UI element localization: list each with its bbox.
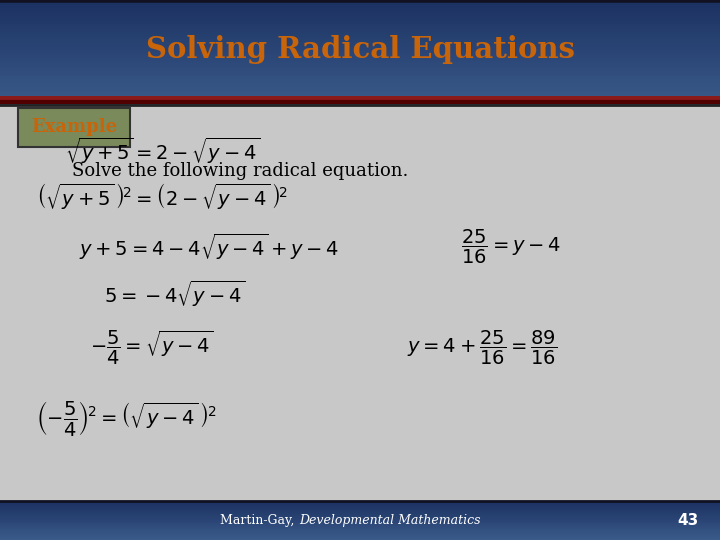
Bar	[0, 97, 720, 100]
Bar	[0, 534, 720, 535]
Bar	[0, 518, 720, 519]
Bar	[0, 513, 720, 515]
Bar	[0, 537, 720, 539]
Bar	[0, 511, 720, 513]
Bar	[0, 529, 720, 530]
Text: $\left(-\dfrac{5}{4}\right)^{\!2} = \left(\sqrt{y-4}\,\right)^{\!2}$: $\left(-\dfrac{5}{4}\right)^{\!2} = \lef…	[36, 399, 216, 438]
Bar	[0, 86, 720, 90]
Text: 43: 43	[677, 513, 698, 528]
Bar	[0, 15, 720, 18]
Bar	[0, 508, 720, 510]
Bar	[0, 501, 720, 502]
Bar	[0, 528, 720, 529]
Bar	[0, 39, 720, 42]
Bar	[0, 18, 720, 21]
Bar	[0, 5, 720, 8]
Bar	[0, 509, 720, 511]
Bar	[0, 60, 720, 63]
Bar	[0, 507, 720, 508]
Text: $y + 5 = 4 - 4\sqrt{y-4} + y - 4$: $y + 5 = 4 - 4\sqrt{y-4} + y - 4$	[79, 232, 339, 262]
Bar	[0, 2, 720, 5]
FancyBboxPatch shape	[18, 108, 130, 147]
Bar	[0, 44, 720, 48]
Bar	[0, 65, 720, 69]
Bar	[0, 516, 720, 518]
Bar	[0, 527, 720, 528]
Text: $\dfrac{25}{16} = y - 4$: $\dfrac{25}{16} = y - 4$	[461, 228, 561, 266]
Bar	[0, 92, 720, 95]
Bar	[0, 33, 720, 37]
Bar	[0, 538, 720, 540]
Bar	[0, 47, 720, 50]
Bar	[0, 84, 720, 87]
Bar	[0, 531, 720, 532]
Bar	[0, 102, 720, 105]
Bar	[0, 68, 720, 71]
Bar	[0, 523, 720, 524]
Bar	[0, 55, 720, 58]
Bar	[0, 521, 720, 523]
Bar	[0, 71, 720, 74]
Bar	[0, 12, 720, 16]
Bar	[0, 57, 720, 60]
Bar	[0, 517, 720, 518]
Bar	[0, 31, 720, 34]
Bar	[0, 50, 720, 53]
Bar	[0, 522, 720, 523]
Text: $y = 4 + \dfrac{25}{16} = \dfrac{89}{16}$: $y = 4 + \dfrac{25}{16} = \dfrac{89}{16}…	[407, 329, 557, 367]
Text: $5 = -4\sqrt{y-4}$: $5 = -4\sqrt{y-4}$	[104, 279, 246, 309]
Bar	[0, 63, 720, 66]
Bar	[0, 94, 720, 97]
Bar	[0, 505, 720, 507]
Bar	[0, 524, 720, 525]
Text: Example: Example	[31, 118, 117, 137]
Bar	[0, 29, 720, 31]
Bar	[0, 520, 720, 522]
Bar	[0, 10, 720, 13]
Bar	[0, 514, 720, 516]
Bar	[0, 76, 720, 79]
Text: Solving Radical Equations: Solving Radical Equations	[145, 35, 575, 64]
Bar	[0, 81, 720, 84]
Bar	[0, 532, 720, 533]
Bar	[0, 512, 720, 514]
Bar	[0, 503, 720, 505]
Text: Martin-Gay,: Martin-Gay,	[220, 514, 299, 527]
Bar	[0, 99, 720, 103]
Bar	[0, 525, 720, 526]
Bar	[0, 503, 720, 504]
Bar	[0, 8, 720, 11]
Bar	[0, 515, 720, 517]
Text: $\left(\sqrt{y+5}\,\right)^{\!2} = \left(2 - \sqrt{y-4}\,\right)^{\!2}$: $\left(\sqrt{y+5}\,\right)^{\!2} = \left…	[36, 182, 288, 212]
Bar	[0, 526, 720, 528]
Bar	[0, 36, 720, 39]
Bar	[0, 504, 720, 506]
Bar	[0, 26, 720, 29]
Bar	[0, 73, 720, 76]
Text: $-\dfrac{5}{4} = \sqrt{y-4}$: $-\dfrac{5}{4} = \sqrt{y-4}$	[90, 329, 214, 367]
Bar	[0, 0, 720, 3]
Text: Developmental Mathematics: Developmental Mathematics	[299, 514, 480, 527]
Bar	[0, 532, 720, 534]
Text: $\sqrt{y+5} = 2 - \sqrt{y-4}$: $\sqrt{y+5} = 2 - \sqrt{y-4}$	[65, 136, 260, 166]
Bar	[0, 78, 720, 82]
Text: Solve the following radical equation.: Solve the following radical equation.	[72, 162, 408, 180]
Bar	[0, 510, 720, 512]
Bar	[0, 536, 720, 537]
Bar	[0, 537, 720, 538]
Bar	[0, 508, 720, 509]
Bar	[0, 89, 720, 92]
Bar	[0, 502, 720, 503]
Bar	[0, 21, 720, 24]
Bar	[0, 530, 720, 531]
Bar	[0, 519, 720, 521]
Bar	[0, 52, 720, 55]
Bar	[0, 535, 720, 536]
Bar	[0, 23, 720, 26]
Bar	[0, 42, 720, 45]
